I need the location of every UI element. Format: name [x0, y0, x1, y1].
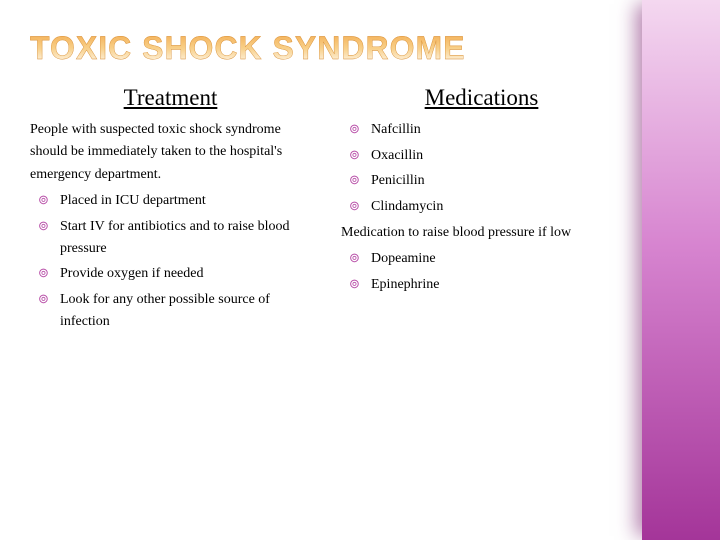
- list-item: Epinephrine: [347, 274, 622, 296]
- list-item: Provide oxygen if needed: [36, 263, 311, 285]
- right-bullet-list-1: Nafcillin Oxacillin Penicillin Clindamyc…: [341, 119, 622, 218]
- list-item: Placed in ICU department: [36, 190, 311, 212]
- right-bullet-list-2: Dopeamine Epinephrine: [341, 248, 622, 295]
- slide-title: TOXIC SHOCK SYNDROME: [30, 30, 622, 67]
- two-column-layout: Treatment People with suspected toxic sh…: [30, 85, 622, 336]
- right-subtext: Medication to raise blood pressure if lo…: [341, 222, 622, 244]
- left-column-heading: Treatment: [30, 85, 311, 111]
- list-item: Oxacillin: [347, 145, 622, 167]
- list-item: Nafcillin: [347, 119, 622, 141]
- right-column: Medications Nafcillin Oxacillin Penicill…: [341, 85, 622, 336]
- left-intro-text: People with suspected toxic shock syndro…: [30, 119, 311, 186]
- slide: TOXIC SHOCK SYNDROME Treatment People wi…: [0, 0, 720, 540]
- right-column-heading: Medications: [341, 85, 622, 111]
- list-item: Clindamycin: [347, 196, 622, 218]
- left-column: Treatment People with suspected toxic sh…: [30, 85, 311, 336]
- content-area: TOXIC SHOCK SYNDROME Treatment People wi…: [0, 0, 642, 540]
- left-bullet-list: Placed in ICU department Start IV for an…: [30, 190, 311, 332]
- decorative-side-band: [642, 0, 720, 540]
- list-item: Dopeamine: [347, 248, 622, 270]
- list-item: Penicillin: [347, 170, 622, 192]
- list-item: Look for any other possible source of in…: [36, 289, 311, 332]
- list-item: Start IV for antibiotics and to raise bl…: [36, 216, 311, 259]
